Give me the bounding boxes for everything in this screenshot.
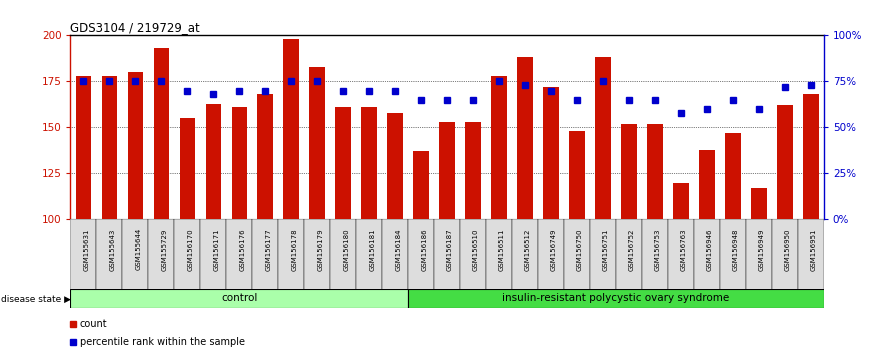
Text: GSM156512: GSM156512 — [525, 228, 531, 270]
Text: GSM156948: GSM156948 — [733, 228, 739, 271]
Text: GSM155729: GSM155729 — [161, 228, 167, 270]
Text: percentile rank within the sample: percentile rank within the sample — [80, 337, 245, 348]
Bar — [486, 219, 512, 292]
Bar — [720, 219, 746, 292]
Bar — [70, 219, 96, 292]
Bar — [153, 48, 169, 219]
Bar — [388, 113, 403, 219]
Bar — [76, 76, 92, 219]
Bar — [564, 219, 590, 292]
Text: GSM156181: GSM156181 — [369, 228, 375, 271]
Bar — [803, 94, 818, 219]
Text: GSM155644: GSM155644 — [136, 228, 142, 270]
Text: GSM156187: GSM156187 — [447, 228, 453, 271]
Bar — [642, 219, 668, 292]
Bar — [512, 219, 538, 292]
Bar — [746, 219, 772, 292]
Text: GSM156180: GSM156180 — [344, 228, 349, 271]
Text: disease state ▶: disease state ▶ — [1, 295, 70, 304]
Bar — [408, 219, 434, 292]
Bar — [304, 219, 330, 292]
Bar — [284, 39, 299, 219]
Bar — [668, 219, 694, 292]
Text: GSM156178: GSM156178 — [292, 228, 297, 271]
Text: GSM155643: GSM155643 — [109, 228, 115, 270]
Bar — [616, 219, 642, 292]
Bar — [226, 219, 252, 292]
Bar — [434, 219, 460, 292]
Text: GSM156176: GSM156176 — [240, 228, 245, 271]
Text: GSM156763: GSM156763 — [681, 228, 687, 271]
Bar — [699, 149, 714, 219]
Bar — [777, 105, 793, 219]
Text: GSM155631: GSM155631 — [84, 228, 90, 271]
Bar — [128, 72, 144, 219]
Text: GSM156177: GSM156177 — [265, 228, 271, 271]
Bar — [621, 124, 637, 219]
Bar — [101, 76, 117, 219]
Text: GDS3104 / 219729_at: GDS3104 / 219729_at — [70, 21, 200, 34]
Bar — [413, 152, 429, 219]
Text: GSM156511: GSM156511 — [499, 228, 505, 271]
Bar — [648, 124, 663, 219]
Text: GSM156753: GSM156753 — [655, 228, 661, 271]
Bar — [252, 219, 278, 292]
Bar — [70, 289, 408, 308]
Text: GSM156946: GSM156946 — [707, 228, 713, 271]
Text: GSM156951: GSM156951 — [811, 228, 817, 271]
Bar — [200, 219, 226, 292]
Bar — [725, 133, 741, 219]
Bar — [492, 76, 507, 219]
Bar — [336, 107, 351, 219]
Text: GSM156751: GSM156751 — [603, 228, 609, 271]
Text: control: control — [221, 293, 257, 303]
Bar — [517, 57, 533, 219]
Text: GSM156170: GSM156170 — [188, 228, 193, 271]
Bar — [590, 219, 616, 292]
Bar — [544, 87, 559, 219]
Bar — [232, 107, 247, 219]
Bar — [122, 219, 148, 292]
Bar — [180, 118, 196, 219]
Text: GSM156750: GSM156750 — [577, 228, 583, 271]
Text: GSM156179: GSM156179 — [317, 228, 323, 271]
Bar — [538, 219, 564, 292]
Text: GSM156186: GSM156186 — [421, 228, 427, 271]
Text: insulin-resistant polycystic ovary syndrome: insulin-resistant polycystic ovary syndr… — [502, 293, 729, 303]
Bar — [772, 219, 798, 292]
Bar — [596, 57, 611, 219]
Text: GSM156510: GSM156510 — [473, 228, 479, 271]
Bar — [460, 219, 486, 292]
Bar — [356, 219, 382, 292]
Bar — [174, 219, 200, 292]
Bar — [440, 122, 455, 219]
Bar — [330, 219, 356, 292]
Bar — [148, 219, 174, 292]
Bar — [96, 219, 122, 292]
Text: GSM156950: GSM156950 — [785, 228, 791, 271]
Bar — [278, 219, 304, 292]
Text: count: count — [80, 319, 107, 329]
Bar — [257, 94, 273, 219]
Text: GSM156171: GSM156171 — [213, 228, 219, 271]
Bar — [361, 107, 377, 219]
Bar — [751, 188, 766, 219]
Text: GSM156752: GSM156752 — [629, 228, 635, 270]
Bar — [408, 289, 824, 308]
Bar — [382, 219, 408, 292]
Text: GSM156749: GSM156749 — [551, 228, 557, 271]
Bar — [465, 122, 481, 219]
Bar — [569, 131, 585, 219]
Bar — [673, 183, 689, 219]
Text: GSM156949: GSM156949 — [759, 228, 765, 271]
Bar — [309, 67, 325, 219]
Bar — [798, 219, 824, 292]
Bar — [694, 219, 720, 292]
Bar — [205, 103, 221, 219]
Text: GSM156184: GSM156184 — [396, 228, 401, 271]
